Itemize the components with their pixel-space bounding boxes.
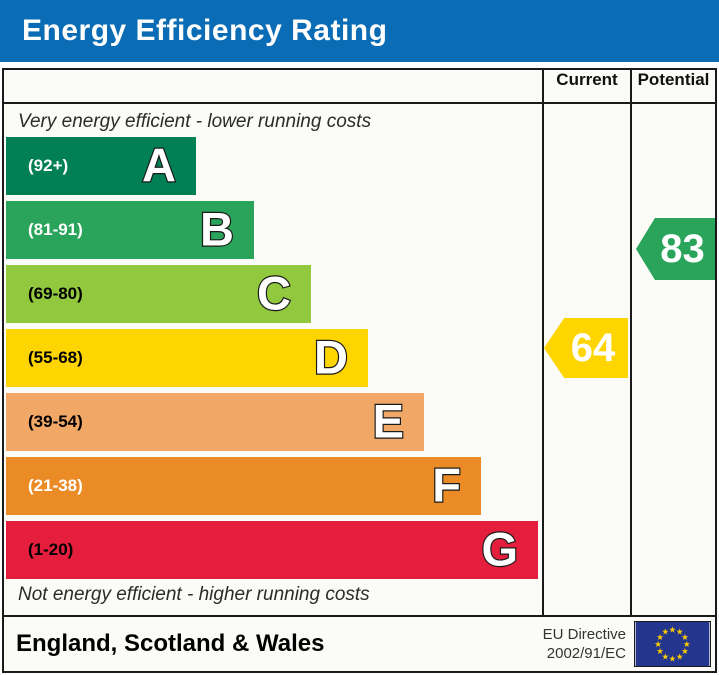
eu-directive-label: EU Directive 2002/91/EC <box>543 625 634 663</box>
svg-text:★: ★ <box>676 651 684 661</box>
current-column: 64 <box>542 104 630 615</box>
band-b-range: (81-91) <box>28 220 83 239</box>
table-header-row: Current Potential <box>4 70 715 104</box>
rating-bars-area: Very energy efficient - lower running co… <box>4 104 542 615</box>
svg-text:★: ★ <box>681 646 689 656</box>
band-a-range: (92+) <box>28 156 69 175</box>
potential-column-label: Potential <box>637 70 710 89</box>
band-f-range: (21-38) <box>28 476 83 495</box>
band-a-letter: A <box>141 138 177 192</box>
band-g-letter: G <box>480 522 519 576</box>
potential-rating-value: 83 <box>660 227 705 271</box>
band-e: (39-54) E <box>6 393 424 451</box>
header-cell-potential: Potential <box>630 70 715 102</box>
header-cell-chart <box>4 70 542 102</box>
band-d-letter: D <box>313 330 349 384</box>
svg-text:★: ★ <box>656 646 664 656</box>
band-d-range: (55-68) <box>28 348 83 367</box>
band-f: (21-38) F <box>6 457 481 515</box>
potential-column: 83 <box>630 104 715 615</box>
band-e-letter: E <box>371 394 405 448</box>
svg-text:★: ★ <box>676 627 684 637</box>
band-a: (92+) A <box>6 137 196 195</box>
band-f-letter: F <box>431 458 462 512</box>
band-d: (55-68) D <box>6 329 368 387</box>
current-rating-value: 64 <box>570 326 616 370</box>
band-e-range: (39-54) <box>28 412 83 431</box>
efficient-note: Very energy efficient - lower running co… <box>18 111 372 132</box>
band-c-letter: C <box>256 266 292 320</box>
svg-text:★: ★ <box>654 639 662 649</box>
eu-flag-icon: ★ ★★★★★★★★★★★ <box>634 621 711 667</box>
title-bar: Energy Efficiency Rating <box>0 0 719 62</box>
band-c: (69-80) C <box>6 265 311 323</box>
table-body-row: Very energy efficient - lower running co… <box>4 104 715 615</box>
footer-row: England, Scotland & Wales EU Directive 2… <box>4 615 715 671</box>
epc-rating-table: Current Potential Very energy efficient … <box>2 68 717 673</box>
band-g: (1-20) G <box>6 521 538 579</box>
header-cell-current: Current <box>542 70 630 102</box>
region-label: England, Scotland & Wales <box>16 630 325 657</box>
eu-directive-line2: 2002/91/EC <box>546 645 626 662</box>
svg-text:★: ★ <box>669 653 677 663</box>
current-rating-marker: 64 <box>544 318 628 378</box>
current-column-label: Current <box>556 70 618 89</box>
page-title: Energy Efficiency Rating <box>22 14 388 47</box>
svg-text:★: ★ <box>656 632 664 642</box>
inefficient-note: Not energy efficient - higher running co… <box>18 584 370 605</box>
svg-text:★: ★ <box>669 625 677 635</box>
svg-text:★: ★ <box>681 632 689 642</box>
eu-directive-line1: EU Directive <box>542 626 626 643</box>
band-g-range: (1-20) <box>28 540 74 559</box>
potential-rating-marker: 83 <box>636 218 715 280</box>
svg-text:★: ★ <box>683 639 691 649</box>
svg-text:★: ★ <box>661 627 669 637</box>
band-b: (81-91) B <box>6 201 254 259</box>
band-c-range: (69-80) <box>28 284 83 303</box>
svg-text:★: ★ <box>661 651 669 661</box>
band-b-letter: B <box>199 202 235 256</box>
